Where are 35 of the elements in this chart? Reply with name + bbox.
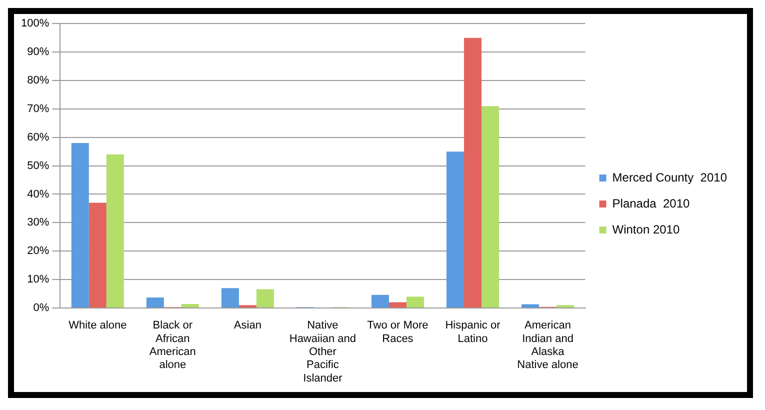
legend-label: Winton 2010 — [612, 222, 680, 236]
bar — [464, 38, 482, 308]
bar — [181, 304, 199, 308]
y-tick-label: 100% — [20, 18, 50, 30]
bar — [256, 289, 274, 308]
y-tick-label: 70% — [27, 102, 50, 115]
bar — [88, 202, 106, 308]
x-tick-label: Two or More Races — [367, 320, 428, 345]
x-tick-label: Black or African American alone — [149, 320, 196, 372]
y-tick-label: 0% — [33, 302, 50, 314]
legend-label: Merced County 2010 — [612, 170, 728, 184]
x-tick-label: White alone — [68, 320, 127, 332]
y-tick-label: 10% — [27, 274, 50, 286]
bar — [446, 152, 464, 308]
y-tick-label: 40% — [27, 188, 50, 200]
bar — [371, 294, 389, 308]
legend-label: Planada 2010 — [612, 196, 690, 210]
x-tick-label: Asian — [234, 320, 262, 332]
bar — [481, 106, 499, 308]
bar — [522, 304, 540, 308]
y-tick-label: 90% — [27, 46, 50, 58]
x-tick-label: American Indian and Alaska Native alone — [517, 320, 578, 372]
y-tick-label: 30% — [27, 216, 50, 229]
x-tick-label: Hispanic or Latino — [445, 320, 501, 345]
bar — [221, 288, 239, 308]
bar — [406, 296, 424, 308]
y-tick-label: 80% — [27, 74, 50, 87]
y-tick-label: 60% — [27, 131, 50, 144]
bar — [106, 154, 124, 308]
x-tick-label: Native Hawaiian and Other Pacific Islander — [289, 320, 356, 384]
bar — [71, 143, 89, 308]
y-tick-label: 50% — [27, 160, 50, 172]
bar — [388, 302, 406, 308]
y-tick-label: 20% — [27, 245, 50, 258]
bar — [146, 297, 164, 308]
